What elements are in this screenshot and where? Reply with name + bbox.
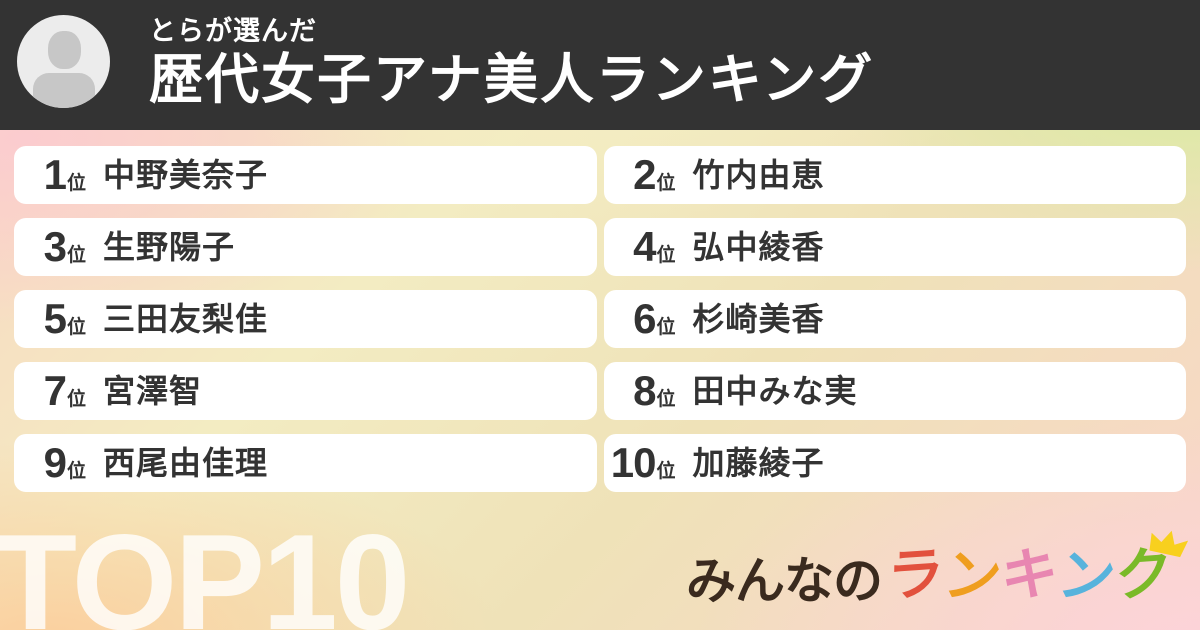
- header: とらが選んだ 歴代女子アナ美人ランキング: [0, 0, 1200, 130]
- rank-badge: 10 位: [611, 442, 676, 484]
- entry-name: 竹内由恵: [692, 157, 825, 193]
- logo-text-ranking: ランキンク: [885, 530, 1189, 611]
- rank-badge: 7 位: [36, 370, 86, 412]
- avatar-person-head-icon: [47, 31, 81, 69]
- rank-badge: 6 位: [626, 295, 676, 342]
- ranking-item: 3 位 生野陽子: [14, 218, 597, 276]
- rank-badge: 9 位: [36, 442, 86, 484]
- logo-char: ン: [939, 543, 1006, 611]
- rank-suffix: 位: [656, 245, 676, 266]
- ranking-subtitle: とらが選んだ: [149, 16, 317, 46]
- entry-name: 弘中綾香: [692, 229, 825, 265]
- crown-icon: [1149, 530, 1189, 558]
- rank-suffix: 位: [656, 461, 676, 482]
- logo-char: キ: [1000, 541, 1059, 609]
- rank-suffix: 位: [66, 245, 86, 266]
- rank-suffix: 位: [66, 173, 86, 194]
- rank-suffix: 位: [66, 461, 86, 482]
- ranking-item: 5 位 三田友梨佳: [14, 290, 597, 348]
- rank-number: 1: [43, 151, 67, 198]
- rank-badge: 8 位: [626, 367, 676, 414]
- logo-char: ラ: [886, 541, 945, 609]
- rank-number: 7: [43, 367, 67, 414]
- entry-name: 宮澤智: [103, 373, 203, 409]
- logo-text-minnano: みんなの: [686, 553, 883, 609]
- entry-name: 西尾由佳理: [103, 445, 269, 481]
- rank-suffix: 位: [656, 173, 676, 194]
- rank-number: 4: [633, 223, 656, 270]
- ranking-item: 4 位 弘中綾香: [603, 218, 1186, 276]
- ranking-grid: 1 位 中野美奈子 2 位 竹内由恵 3 位 生野陽子: [14, 146, 1186, 492]
- entry-name: 杉崎美香: [692, 301, 825, 337]
- rank-badge: 2 位: [626, 151, 676, 198]
- logo-char: ン: [1053, 543, 1120, 611]
- rank-number: 2: [633, 151, 656, 198]
- ranking-item: 9 位 西尾由佳理: [14, 434, 597, 492]
- ranking-item: 2 位 竹内由恵: [603, 146, 1186, 204]
- rank-badge: 3 位: [36, 226, 86, 268]
- rank-badge: 1 位: [36, 154, 86, 196]
- ranking-item: 7 位 宮澤智: [14, 362, 597, 420]
- header-text: とらが選んだ 歴代女子アナ美人ランキング: [149, 16, 875, 110]
- entry-name: 加藤綾子: [692, 445, 825, 481]
- avatar: [17, 15, 110, 108]
- top10-watermark: TOP10: [0, 506, 410, 630]
- rank-number: 6: [633, 295, 656, 342]
- ranking-item: 6 位 杉崎美香: [603, 290, 1186, 348]
- rank-number: 10: [610, 439, 657, 486]
- avatar-person-body-icon: [32, 73, 95, 108]
- rank-badge: 4 位: [626, 223, 676, 270]
- entry-name: 三田友梨佳: [103, 301, 269, 337]
- rank-number: 5: [43, 295, 67, 342]
- rank-number: 3: [43, 223, 67, 270]
- rank-suffix: 位: [66, 317, 86, 338]
- rank-suffix: 位: [656, 317, 676, 338]
- rank-suffix: 位: [66, 389, 86, 410]
- rank-badge: 5 位: [36, 298, 86, 340]
- rank-number: 9: [43, 439, 67, 486]
- rank-number: 8: [633, 367, 656, 414]
- ranking-item: 8 位 田中みな実: [603, 362, 1186, 420]
- ranking-item: 10 位 加藤綾子: [603, 434, 1186, 492]
- rank-suffix: 位: [656, 389, 676, 410]
- ranking-item: 1 位 中野美奈子: [14, 146, 597, 204]
- entry-name: 中野美奈子: [103, 157, 269, 193]
- page-title: 歴代女子アナ美人ランキング: [149, 49, 875, 110]
- minna-no-ranking-logo: みんなの ランキンク: [686, 530, 1189, 611]
- entry-name: 田中みな実: [692, 373, 858, 409]
- entry-name: 生野陽子: [103, 229, 236, 265]
